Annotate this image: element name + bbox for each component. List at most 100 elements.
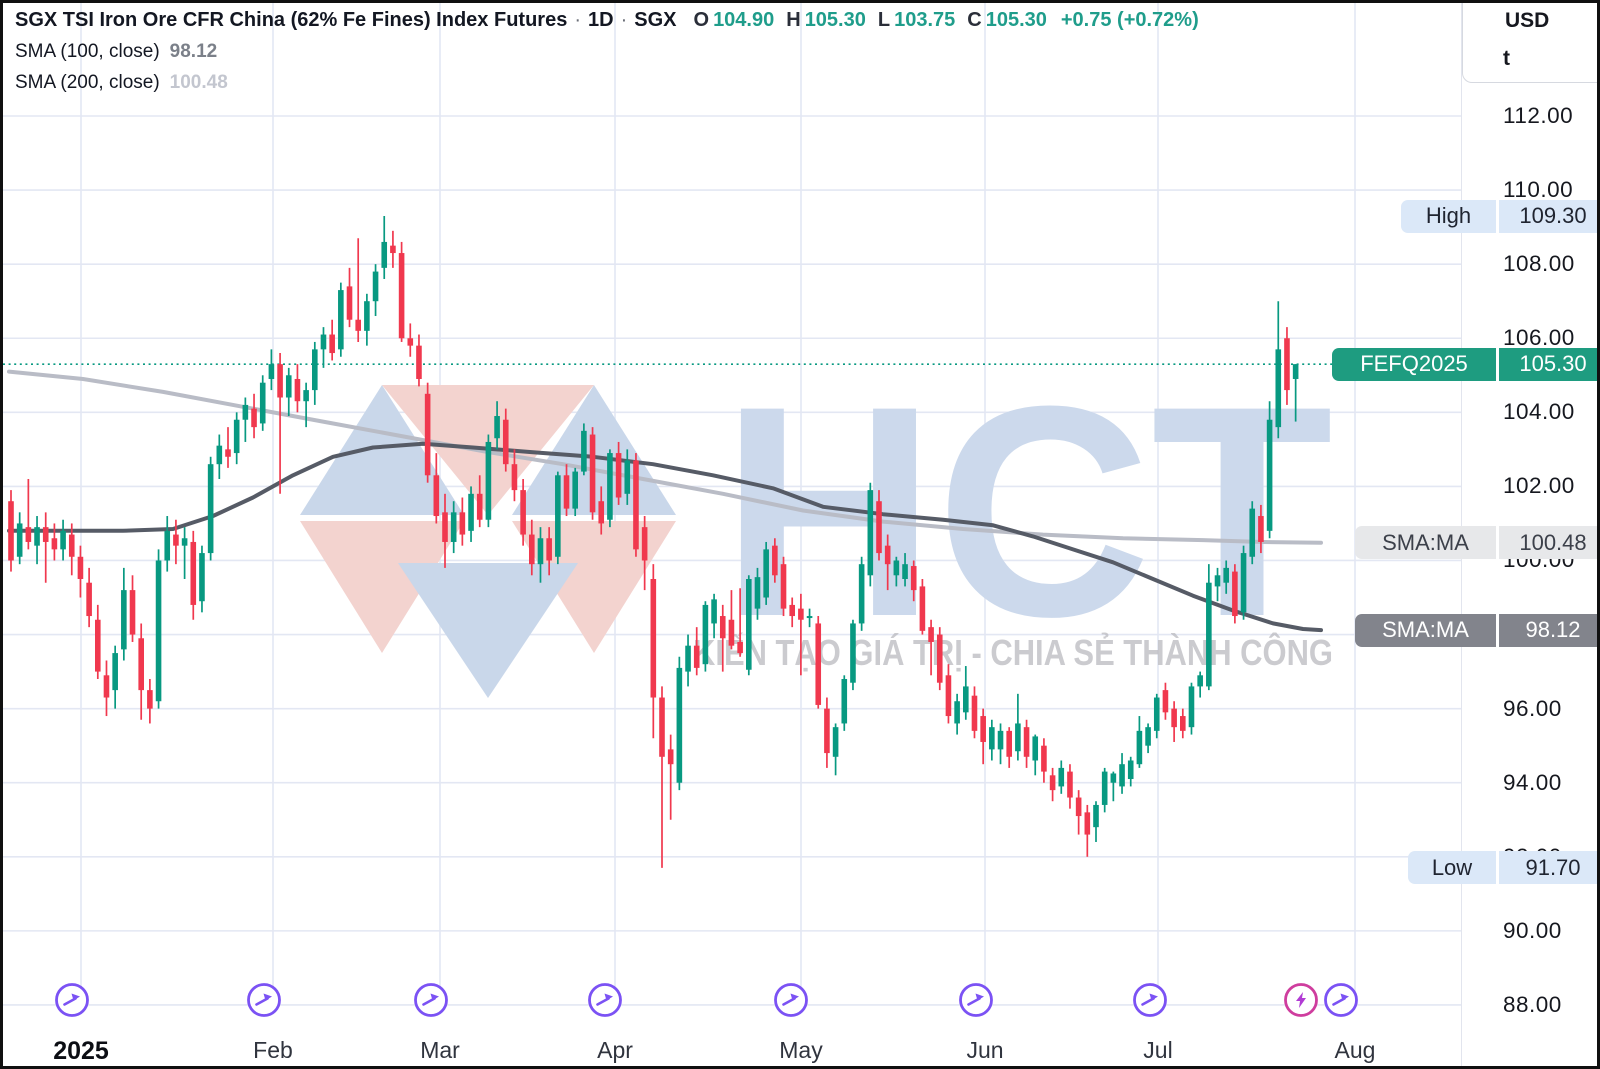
next-contract-arrow-icon[interactable] bbox=[414, 983, 448, 1017]
month-label-feb: Feb bbox=[253, 1037, 293, 1063]
candle-body bbox=[780, 564, 787, 609]
sma-100-line bbox=[7, 441, 1323, 633]
candle-body bbox=[615, 453, 622, 498]
candle-body bbox=[190, 541, 197, 605]
lightning-icon[interactable] bbox=[1284, 983, 1318, 1017]
candle-body bbox=[1058, 767, 1065, 787]
interval-label[interactable]: 1D bbox=[588, 9, 614, 31]
candle-body bbox=[294, 378, 301, 402]
candle-body bbox=[1275, 349, 1282, 428]
month-label-apr: Apr bbox=[597, 1037, 633, 1063]
year-label: 2025 bbox=[53, 1037, 109, 1065]
candle-body bbox=[86, 582, 92, 617]
sma200-value: 100.48 bbox=[169, 72, 228, 93]
arrow-head bbox=[430, 993, 439, 1001]
next-contract-arrow-icon[interactable] bbox=[774, 983, 808, 1017]
watermark-gem-facet bbox=[300, 521, 464, 653]
candle-body bbox=[1023, 727, 1030, 757]
candle-body bbox=[850, 623, 856, 683]
watermark-logo-text: HCT bbox=[721, 343, 1333, 679]
candle-body bbox=[51, 538, 58, 550]
watermark-tagline: KIẾN TẠO GIÁ TRỊ - CHIA SẺ THÀNH CÔNG bbox=[693, 631, 1333, 673]
candle-body bbox=[346, 286, 353, 320]
watermark-gem-facet bbox=[300, 385, 464, 515]
indicator-row-sma100[interactable]: SMA (100, close) 98.12 bbox=[15, 41, 1199, 63]
candle-body bbox=[589, 434, 596, 513]
candle-body bbox=[763, 549, 769, 598]
candle-body bbox=[95, 619, 101, 672]
badge-value: 100.48 bbox=[1499, 526, 1597, 560]
candle-body bbox=[147, 690, 153, 709]
candle-body bbox=[364, 301, 370, 331]
high-value: 105.30 bbox=[804, 9, 866, 31]
candle-body bbox=[659, 697, 665, 757]
candle-body bbox=[815, 623, 822, 705]
candle-body bbox=[60, 530, 66, 550]
badge-label: FEFQ2025 bbox=[1332, 347, 1496, 381]
candle-body bbox=[34, 527, 40, 546]
symbol-row[interactable]: SGX TSI Iron Ore CFR China (62% Fe Fines… bbox=[15, 9, 1199, 32]
arrow-head bbox=[1149, 993, 1158, 1001]
candle-body bbox=[607, 453, 613, 520]
price-axis-label: 112.00 bbox=[1503, 103, 1574, 128]
candle-body bbox=[529, 534, 535, 565]
candle-body bbox=[867, 490, 874, 576]
candle-body bbox=[485, 441, 492, 520]
candle-body bbox=[902, 564, 908, 579]
candle-body bbox=[581, 430, 587, 472]
axis-unit-box: USD t bbox=[1462, 3, 1597, 83]
candle-body bbox=[910, 566, 917, 591]
candle-body bbox=[1232, 571, 1238, 617]
candle-body bbox=[1180, 716, 1186, 731]
candle-body bbox=[1136, 730, 1143, 765]
candle-body bbox=[494, 416, 500, 439]
axis-unit-ton: t bbox=[1503, 47, 1510, 70]
candle-body bbox=[1041, 745, 1047, 772]
candle-body bbox=[980, 716, 986, 742]
indicator-row-sma200[interactable]: SMA (200, close) 100.48 bbox=[15, 72, 1199, 94]
candle-body bbox=[650, 579, 657, 698]
candle-body bbox=[121, 590, 127, 650]
candle-body bbox=[641, 527, 648, 561]
candle-body bbox=[233, 419, 240, 454]
price-axis-label: 106.00 bbox=[1503, 325, 1575, 351]
price-axis-label: 108.00 bbox=[1503, 251, 1575, 277]
candle-body bbox=[1284, 338, 1290, 391]
next-contract-arrow-icon[interactable] bbox=[1133, 983, 1167, 1017]
price-axis-label: 102.00 bbox=[1503, 473, 1575, 499]
candle-body bbox=[832, 727, 839, 757]
candle-body bbox=[1240, 553, 1247, 613]
low-value: 103.75 bbox=[894, 9, 956, 31]
next-contract-arrow-icon[interactable] bbox=[55, 983, 89, 1017]
candle-body bbox=[372, 271, 379, 302]
candle-body bbox=[711, 599, 717, 624]
badge-label: SMA:MA bbox=[1355, 613, 1496, 647]
next-contract-arrow-icon[interactable] bbox=[588, 983, 622, 1017]
next-contract-arrow-icon[interactable] bbox=[247, 983, 281, 1017]
badge-value: 98.12 bbox=[1499, 613, 1597, 647]
candle-body bbox=[537, 538, 544, 565]
arrow-head bbox=[975, 993, 984, 1001]
badge-value: 91.70 bbox=[1499, 851, 1597, 885]
time-axis-icons bbox=[55, 983, 1358, 1017]
open-key: O bbox=[693, 9, 710, 31]
candle-body bbox=[416, 345, 422, 379]
next-contract-arrow-icon[interactable] bbox=[1324, 983, 1358, 1017]
candle-body bbox=[772, 545, 778, 576]
candle-body bbox=[199, 553, 205, 602]
candle-body bbox=[824, 708, 830, 754]
candle-body bbox=[476, 493, 483, 520]
candle-body bbox=[502, 419, 509, 465]
candle-body bbox=[16, 523, 23, 557]
candle-body bbox=[225, 449, 231, 457]
candle-body bbox=[1249, 508, 1256, 557]
candle-body bbox=[806, 616, 813, 619]
low-key: L bbox=[877, 9, 891, 31]
badge-label: High bbox=[1401, 199, 1496, 233]
candle-body bbox=[798, 608, 804, 620]
next-contract-arrow-icon[interactable] bbox=[959, 983, 993, 1017]
candle-body bbox=[320, 334, 327, 350]
